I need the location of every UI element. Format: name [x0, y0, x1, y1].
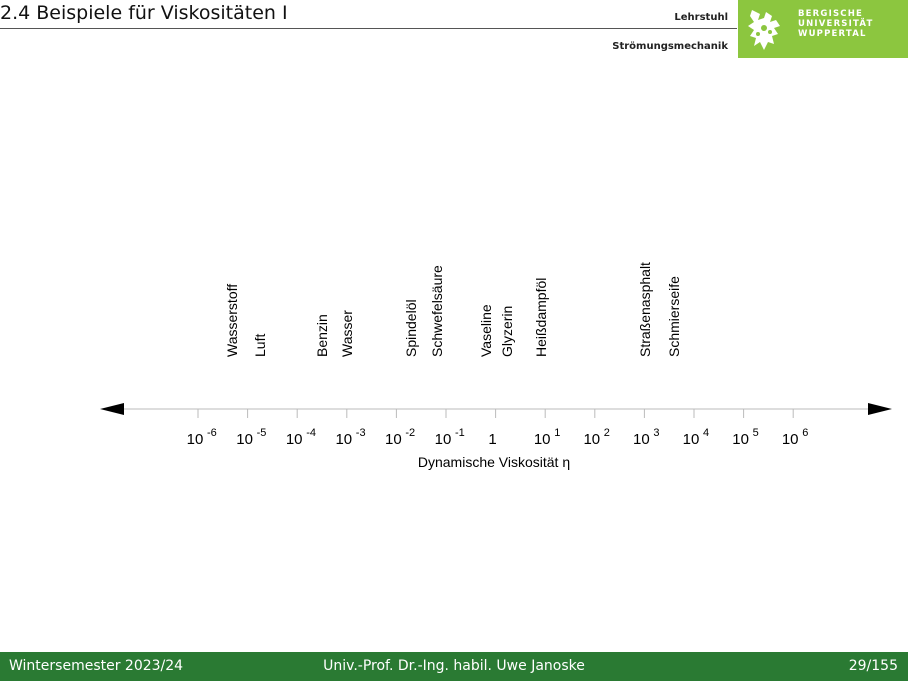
tick-exponent: 4 — [703, 427, 709, 439]
page-title: 2.4 Beispiele für Viskositäten I — [0, 2, 288, 24]
tick-exponent: -1 — [455, 427, 465, 439]
tick-label: 10 — [385, 431, 402, 448]
substance-label: Spindelöl — [403, 299, 419, 357]
tick-label: 10 — [633, 431, 650, 448]
tick-label: 10 — [782, 431, 799, 448]
tick-label: 10 — [187, 431, 204, 448]
axis-arrow-right-icon — [868, 403, 892, 415]
substance-label: Benzin — [314, 314, 330, 357]
viscosity-scale-diagram: 10 -6 10 -5 10 -4 10 -3 10 -2 10 -1 1 10 1 10 2 10 3 10 4 10 5… — [100, 262, 892, 470]
viscosity-axis — [100, 403, 892, 415]
substance-label: Schmierseife — [666, 276, 682, 357]
logo-text-line1: BERGISCHE — [798, 9, 864, 19]
substance-label: Luft — [252, 334, 268, 357]
chair-name-line2: Strömungsmechanik — [612, 41, 728, 52]
logo-text-line3: WUPPERTAL — [798, 29, 867, 39]
substance-label: Wasserstoff — [224, 284, 240, 357]
tick-exponent: -3 — [356, 427, 366, 439]
footer-page-number: 29/155 — [848, 658, 898, 674]
substance-label: Schwefelsäure — [429, 265, 445, 357]
tick-exponent: -6 — [207, 427, 217, 439]
logo-text-line2: UNIVERSITÄT — [798, 19, 874, 29]
tick-exponent: -5 — [257, 427, 267, 439]
logo-wordmark: BERGISCHE UNIVERSITÄT WUPPERTAL — [798, 9, 873, 39]
tick-label: 10 — [236, 431, 253, 448]
slide-footer: Wintersemester 2023/24 Univ.-Prof. Dr.-I… — [0, 652, 908, 681]
axis-title: Dynamische Viskosität η — [418, 454, 570, 470]
tick-exponent: -2 — [405, 427, 415, 439]
tick-exponent: 1 — [554, 427, 560, 439]
substance-label: Heißdampföl — [533, 278, 549, 357]
tick-exponent: -4 — [306, 427, 316, 439]
tick-exponent: 6 — [802, 427, 808, 439]
substance-label: Wasser — [339, 310, 355, 357]
tick-exponent: 5 — [753, 427, 759, 439]
tick-label: 10 — [286, 431, 303, 448]
axis-arrow-left-icon — [100, 403, 124, 415]
substance-label: Straßenasphalt — [637, 262, 653, 357]
tick-label: 1 — [488, 431, 496, 448]
lion-emblem-icon — [748, 10, 780, 50]
slide-header: 2.4 Beispiele für Viskositäten I Lehrstu… — [0, 0, 908, 62]
footer-semester: Wintersemester 2023/24 — [9, 658, 184, 674]
tick-label: 10 — [435, 431, 452, 448]
tick-exponent: 2 — [604, 427, 610, 439]
title-divider — [0, 28, 737, 29]
chair-name-line1: Lehrstuhl — [674, 12, 728, 23]
substance-labels: Wasserstoff Luft Benzin Wasser Spindelöl Schw… — [224, 262, 682, 357]
tick-exponent: 3 — [653, 427, 659, 439]
university-logo: BERGISCHE UNIVERSITÄT WUPPERTAL — [738, 0, 908, 58]
substance-label: Glyzerin — [499, 306, 515, 357]
substance-label: Vaseline — [478, 304, 494, 357]
tick-label: 10 — [583, 431, 600, 448]
footer-author: Univ.-Prof. Dr.-Ing. habil. Uwe Janoske — [323, 658, 585, 674]
tick-label: 10 — [335, 431, 352, 448]
tick-label: 10 — [534, 431, 551, 448]
tick-label: 10 — [732, 431, 749, 448]
tick-label: 10 — [683, 431, 700, 448]
axis-ticks: 10 -6 10 -5 10 -4 10 -3 10 -2 10 -1 1 10 1 10 2 10 3 10 4 10 5… — [187, 409, 808, 448]
